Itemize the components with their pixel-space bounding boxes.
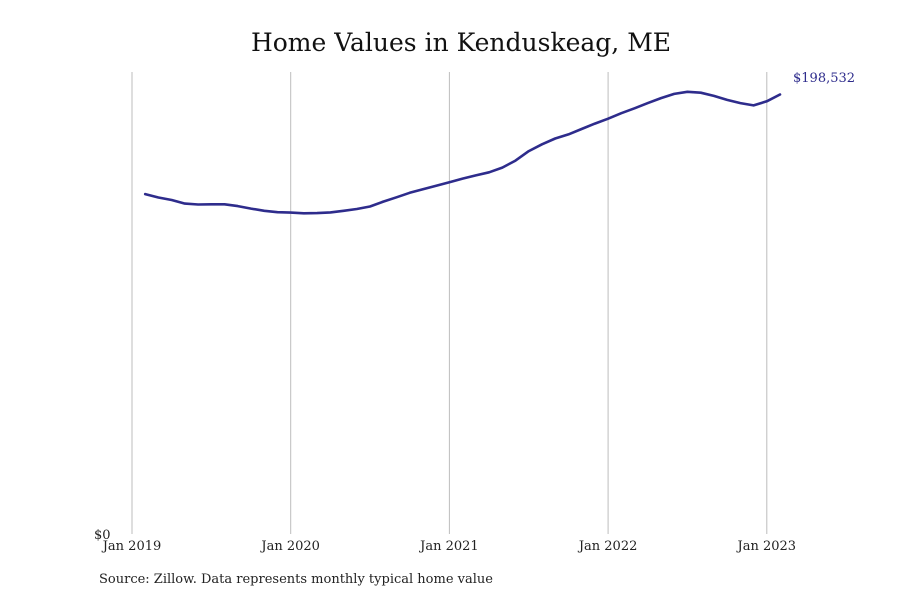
source-note: Source: Zillow. Data represents monthly …: [99, 572, 493, 587]
chart-title: Home Values in Kenduskeag, ME: [251, 28, 671, 57]
latest-value-label: $198,532: [793, 71, 855, 86]
x-tick-label: Jan 2022: [577, 539, 638, 554]
home-value-line: [143, 90, 782, 215]
x-tick-label: Jan 2020: [259, 539, 320, 554]
x-tick-label: Jan 2023: [736, 539, 797, 554]
vertical-gridlines: [131, 72, 768, 534]
x-tick-label: Jan 2021: [418, 539, 479, 554]
y-axis-tick-labels: $0: [94, 528, 111, 543]
x-axis-tick-labels: Jan 2019 Jan 2020 Jan 2021 Jan 2022 Jan 2023: [101, 539, 796, 554]
x-tick-label: Jan 2019: [101, 539, 162, 554]
y-tick-label: $0: [94, 528, 111, 543]
